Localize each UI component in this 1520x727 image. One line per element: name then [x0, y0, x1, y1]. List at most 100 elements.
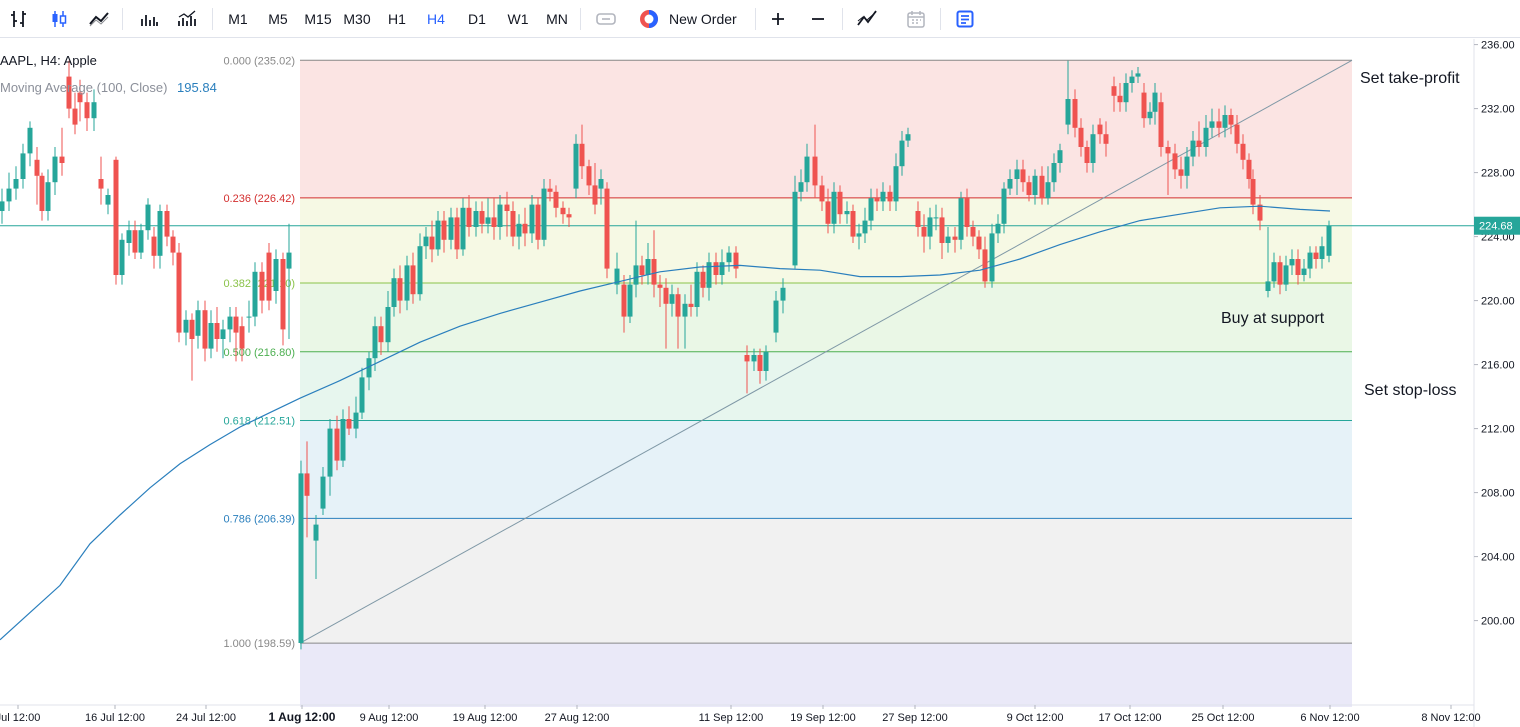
candle-body[interactable]	[614, 268, 620, 285]
bar-chart-icon[interactable]	[6, 7, 32, 31]
candle-body[interactable]	[1084, 147, 1090, 163]
ma-legend[interactable]: Moving Average (100, Close) 195.84	[0, 80, 217, 95]
candle-body[interactable]	[989, 233, 995, 282]
candle-body[interactable]	[145, 204, 151, 231]
candle-body[interactable]	[1051, 163, 1057, 183]
candle-body[interactable]	[1078, 127, 1084, 147]
candle-body[interactable]	[1147, 111, 1153, 119]
annotation-text[interactable]: Set stop-loss	[1364, 382, 1456, 399]
candle-body[interactable]	[1228, 115, 1234, 125]
candle-body[interactable]	[138, 230, 144, 253]
candle-body[interactable]	[547, 188, 553, 192]
candle-body[interactable]	[1141, 92, 1147, 119]
candle-body[interactable]	[20, 153, 26, 179]
candle-body[interactable]	[927, 217, 933, 237]
candle-body[interactable]	[1313, 252, 1319, 259]
candle-body[interactable]	[862, 220, 868, 234]
candle-body[interactable]	[0, 201, 5, 211]
candle-body[interactable]	[1250, 179, 1256, 205]
candle-body[interactable]	[719, 262, 725, 275]
candle-body[interactable]	[682, 303, 688, 317]
candle-body[interactable]	[1277, 262, 1283, 285]
candle-body[interactable]	[1190, 140, 1196, 157]
candle-body[interactable]	[856, 233, 862, 237]
timeframe-h4[interactable]: H4	[427, 11, 445, 27]
candle-body[interactable]	[353, 412, 359, 429]
candle-body[interactable]	[286, 252, 292, 269]
candle-body[interactable]	[1283, 265, 1289, 285]
candle-body[interactable]	[522, 223, 528, 234]
timeframe-m15[interactable]: M15	[304, 11, 332, 27]
candle-body[interactable]	[837, 191, 843, 215]
candle-body[interactable]	[887, 191, 893, 202]
candle-body[interactable]	[126, 230, 132, 243]
candle-body[interactable]	[1216, 121, 1222, 128]
candle-body[interactable]	[454, 217, 460, 250]
price-chart[interactable]: 0.000 (235.02)0.236 (226.42)0.382 (221.1…	[0, 39, 1520, 727]
candle-body[interactable]	[170, 236, 176, 253]
candle-body[interactable]	[195, 310, 201, 336]
candle-body[interactable]	[45, 182, 51, 211]
drawing-tools-icon[interactable]	[854, 7, 880, 31]
candle-body[interactable]	[1301, 268, 1307, 275]
candle-body[interactable]	[13, 179, 19, 189]
candle-body[interactable]	[744, 355, 750, 362]
candle-body[interactable]	[448, 217, 454, 240]
notes-icon[interactable]	[952, 7, 978, 31]
candle-body[interactable]	[1103, 134, 1109, 144]
zoom-in-icon[interactable]	[766, 7, 790, 31]
candle-body[interactable]	[726, 252, 732, 263]
candle-body[interactable]	[598, 179, 604, 189]
candle-body[interactable]	[1209, 121, 1215, 128]
candlestick-icon[interactable]	[46, 7, 72, 31]
candle-body[interactable]	[1111, 86, 1117, 96]
candle-body[interactable]	[880, 191, 886, 202]
candle-body[interactable]	[1072, 99, 1078, 128]
timeframe-m30[interactable]: M30	[343, 11, 371, 27]
candle-body[interactable]	[553, 191, 559, 208]
candle-body[interactable]	[246, 316, 252, 318]
candle-body[interactable]	[119, 239, 125, 275]
candle-body[interactable]	[1129, 76, 1135, 83]
candle-body[interactable]	[151, 236, 157, 256]
candle-body[interactable]	[320, 476, 326, 509]
candle-body[interactable]	[404, 265, 410, 301]
line-chart-icon[interactable]	[86, 7, 112, 31]
candle-body[interactable]	[66, 76, 72, 109]
candle-body[interactable]	[372, 326, 378, 359]
candle-body[interactable]	[516, 223, 522, 237]
candle-body[interactable]	[266, 252, 272, 301]
candle-body[interactable]	[1265, 281, 1271, 291]
candle-body[interactable]	[812, 156, 818, 186]
timeframe-m5[interactable]: M5	[268, 11, 288, 27]
candle-body[interactable]	[982, 249, 988, 282]
candle-body[interactable]	[757, 355, 763, 371]
candle-body[interactable]	[1271, 262, 1277, 282]
candle-body[interactable]	[529, 204, 535, 234]
candle-body[interactable]	[1158, 102, 1164, 147]
candle-body[interactable]	[441, 220, 447, 240]
candle-body[interactable]	[259, 271, 265, 301]
candle-body[interactable]	[227, 316, 233, 330]
candle-body[interactable]	[1289, 259, 1295, 266]
timeframe-mn[interactable]: MN	[546, 11, 568, 27]
chart-area[interactable]: 0.000 (235.02) 0.236 (226.42) 0.382 (221.1…	[0, 39, 1520, 727]
candle-body[interactable]	[491, 217, 497, 227]
candle-body[interactable]	[233, 316, 239, 333]
candle-body[interactable]	[579, 143, 585, 167]
candle-body[interactable]	[933, 217, 939, 219]
candle-body[interactable]	[773, 300, 779, 333]
candle-body[interactable]	[423, 236, 429, 247]
candle-body[interactable]	[825, 201, 831, 224]
candle-body[interactable]	[366, 358, 372, 378]
candle-body[interactable]	[1039, 175, 1045, 199]
candle-body[interactable]	[1020, 169, 1026, 183]
candle-body[interactable]	[893, 166, 899, 202]
candle-body[interactable]	[592, 185, 598, 205]
candle-body[interactable]	[604, 188, 610, 269]
candle-body[interactable]	[1222, 115, 1228, 128]
candle-body[interactable]	[485, 217, 491, 224]
candle-body[interactable]	[1152, 92, 1158, 112]
candle-body[interactable]	[504, 204, 510, 211]
candle-body[interactable]	[663, 287, 669, 304]
